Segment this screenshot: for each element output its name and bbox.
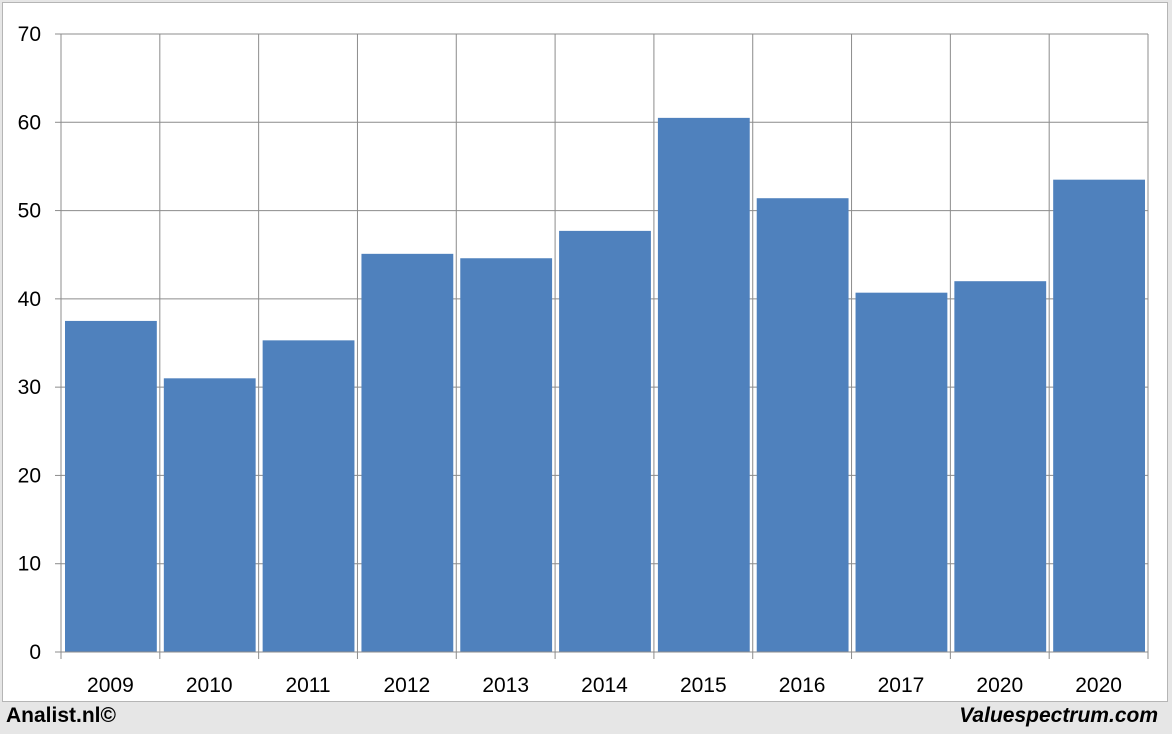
x-tick-label: 2011 <box>285 674 330 697</box>
x-tick-label: 2016 <box>779 674 826 697</box>
bar <box>460 258 553 652</box>
x-tick-label: 2009 <box>87 674 134 697</box>
x-tick-label: 2013 <box>482 674 529 697</box>
y-tick-label: 70 <box>18 23 41 46</box>
footer-left-credit: Analist.nl© <box>6 704 116 727</box>
bar-chart: 0 10 20 30 40 50 60 70 2009 2010 2011 2012 2013 2014 2… <box>18 23 1149 697</box>
axis-layer <box>55 33 1149 659</box>
x-tick-label: 2020 <box>1075 674 1122 697</box>
x-tick-label: 2020 <box>976 674 1023 697</box>
y-tick-label: 10 <box>18 553 41 576</box>
bar <box>756 198 849 652</box>
y-tick-label: 50 <box>18 200 41 223</box>
x-tick-label: 2012 <box>384 674 431 697</box>
y-tick-label: 20 <box>18 464 41 487</box>
y-tick-label: 60 <box>18 111 41 134</box>
bar <box>163 378 256 652</box>
bar <box>657 117 750 652</box>
y-tick-label: 30 <box>18 376 41 399</box>
label-layer: 0 10 20 30 40 50 60 70 2009 2010 2011 2012 2013 2014 2… <box>18 23 1122 697</box>
x-tick-label: 2017 <box>878 674 925 697</box>
x-tick-label: 2010 <box>186 674 233 697</box>
y-tick-label: 40 <box>18 288 41 311</box>
bar <box>65 320 157 652</box>
x-tick-label: 2014 <box>581 674 628 697</box>
bar <box>855 292 948 652</box>
bar <box>559 230 651 652</box>
bar <box>262 340 355 652</box>
bar-layer <box>65 117 1145 652</box>
y-tick-label: 0 <box>29 641 41 664</box>
bar <box>361 253 454 652</box>
bar <box>1053 179 1145 652</box>
bar <box>954 281 1047 652</box>
x-tick-label: 2015 <box>680 674 727 697</box>
footer-right-credit: Valuespectrum.com <box>959 704 1158 727</box>
